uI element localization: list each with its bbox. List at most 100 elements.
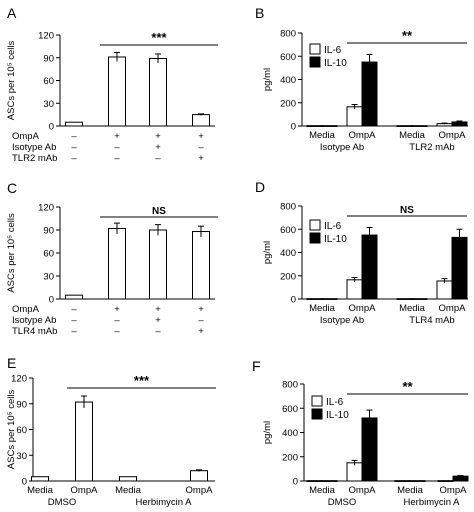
il-10-bar xyxy=(361,61,378,127)
condition-mark: + xyxy=(198,304,204,315)
condition-mark: – xyxy=(114,142,120,153)
condition-mark: – xyxy=(71,153,77,164)
value-bar xyxy=(31,476,49,482)
y-tick-label: 90 xyxy=(43,226,54,237)
y-axis-label: ASCs per 10⁵ cells xyxy=(6,41,17,121)
condition-mark: – xyxy=(71,131,77,142)
condition-mark: – xyxy=(155,326,161,337)
x-tick-label: Media xyxy=(399,130,426,141)
significance-label: ** xyxy=(402,379,413,394)
significance-label: NS xyxy=(152,206,166,217)
condition-mark: + xyxy=(155,315,161,326)
legend-label: IL-6 xyxy=(324,45,342,56)
condition-mark: + xyxy=(114,304,120,315)
condition-mark: – xyxy=(114,326,120,337)
y-tick-label: 0 xyxy=(291,295,296,306)
legend-swatch-il-10 xyxy=(311,408,323,420)
legend-label: IL-10 xyxy=(324,58,347,69)
y-tick-label: 600 xyxy=(282,404,298,415)
il-6-bar xyxy=(306,125,323,127)
legend-swatch-il-6 xyxy=(311,395,323,407)
y-tick-label: 0 xyxy=(291,122,296,133)
legend-swatch-il-6 xyxy=(309,219,321,231)
il-10-bar xyxy=(321,298,338,300)
condition-mark: + xyxy=(198,326,204,337)
condition-label: TLR4 mAb xyxy=(12,326,57,337)
panel-letter: D xyxy=(255,179,265,195)
il-6-bar xyxy=(396,298,413,300)
y-tick-label: 120 xyxy=(38,203,54,214)
group-label: Isotype Ab xyxy=(320,315,364,326)
group-label: Isotype Ab xyxy=(320,142,364,153)
y-axis-label: ASCs per 10⁵ cells xyxy=(6,213,17,293)
il-10-bar xyxy=(452,475,469,482)
y-tick-label: 800 xyxy=(280,202,296,213)
x-tick-label: Media xyxy=(399,303,426,314)
y-tick-label: 60 xyxy=(16,425,27,436)
il-10-bar xyxy=(321,125,338,127)
x-tick-label: OmpA xyxy=(439,303,467,314)
il-10-bar xyxy=(451,236,468,300)
y-tick-label: 400 xyxy=(282,428,298,439)
condition-mark: + xyxy=(198,153,204,164)
il-6-bar xyxy=(396,125,413,127)
panel-letter: B xyxy=(255,5,264,21)
condition-mark: + xyxy=(155,131,161,142)
panel-letter: A xyxy=(7,5,17,21)
y-tick-label: 200 xyxy=(280,271,296,282)
condition-label: Isotype Ab xyxy=(12,142,56,153)
condition-label: TLR2 mAb xyxy=(12,153,57,164)
value-bar xyxy=(149,58,167,127)
value-bar xyxy=(190,470,208,482)
y-tick-label: 0 xyxy=(293,477,298,488)
value-bar xyxy=(108,227,126,300)
y-axis-label: pg/ml xyxy=(262,68,273,91)
y-tick-label: 200 xyxy=(280,98,296,109)
y-tick-label: 0 xyxy=(22,477,27,488)
il-10-bar xyxy=(361,234,378,300)
y-axis-label: pg/ml xyxy=(262,421,273,444)
y-axis-label: ASCs per 10⁵ cells xyxy=(6,390,17,470)
y-tick-label: 800 xyxy=(282,380,298,391)
legend-swatch-il-10 xyxy=(309,232,321,244)
x-tick-label: Media xyxy=(397,485,424,496)
y-tick-label: 800 xyxy=(280,29,296,40)
y-tick-label: 120 xyxy=(38,31,54,42)
y-tick-label: 90 xyxy=(16,399,27,410)
il-10-bar xyxy=(321,480,338,482)
y-tick-label: 200 xyxy=(282,452,298,463)
x-tick-label: Media xyxy=(27,485,54,496)
group-label: Herbimycin A xyxy=(136,497,193,508)
value-bar xyxy=(108,56,126,127)
panel-letter: C xyxy=(7,180,17,196)
y-tick-label: 400 xyxy=(280,75,296,86)
panel-e: E ASCs per 10⁵ cells 0 30 60 90 120 Media OmpA Me… xyxy=(6,355,216,508)
x-tick-label: OmpA xyxy=(349,130,377,141)
il-10-bar xyxy=(411,125,428,127)
panel-letter: F xyxy=(252,358,261,374)
condition-mark: – xyxy=(71,142,77,153)
group-label: Herbimycin A xyxy=(404,497,461,508)
x-tick-label: OmpA xyxy=(440,485,468,496)
il-6-bar xyxy=(436,280,453,300)
condition-mark: – xyxy=(198,142,204,153)
value-bar xyxy=(119,476,137,482)
il-10-bar xyxy=(361,417,378,482)
il-6-bar xyxy=(394,480,411,482)
y-tick-label: 0 xyxy=(49,295,54,306)
group-label: TLR4 mAb xyxy=(409,315,454,326)
condition-mark: + xyxy=(114,131,120,142)
value-bar xyxy=(65,294,83,300)
il-10-bar xyxy=(409,480,426,482)
il-6-bar xyxy=(346,279,363,300)
value-bar xyxy=(65,121,83,127)
y-tick-label: 60 xyxy=(43,249,54,260)
condition-mark: + xyxy=(198,131,204,142)
legend-label: IL-6 xyxy=(326,397,344,408)
il-6-bar xyxy=(437,480,454,482)
